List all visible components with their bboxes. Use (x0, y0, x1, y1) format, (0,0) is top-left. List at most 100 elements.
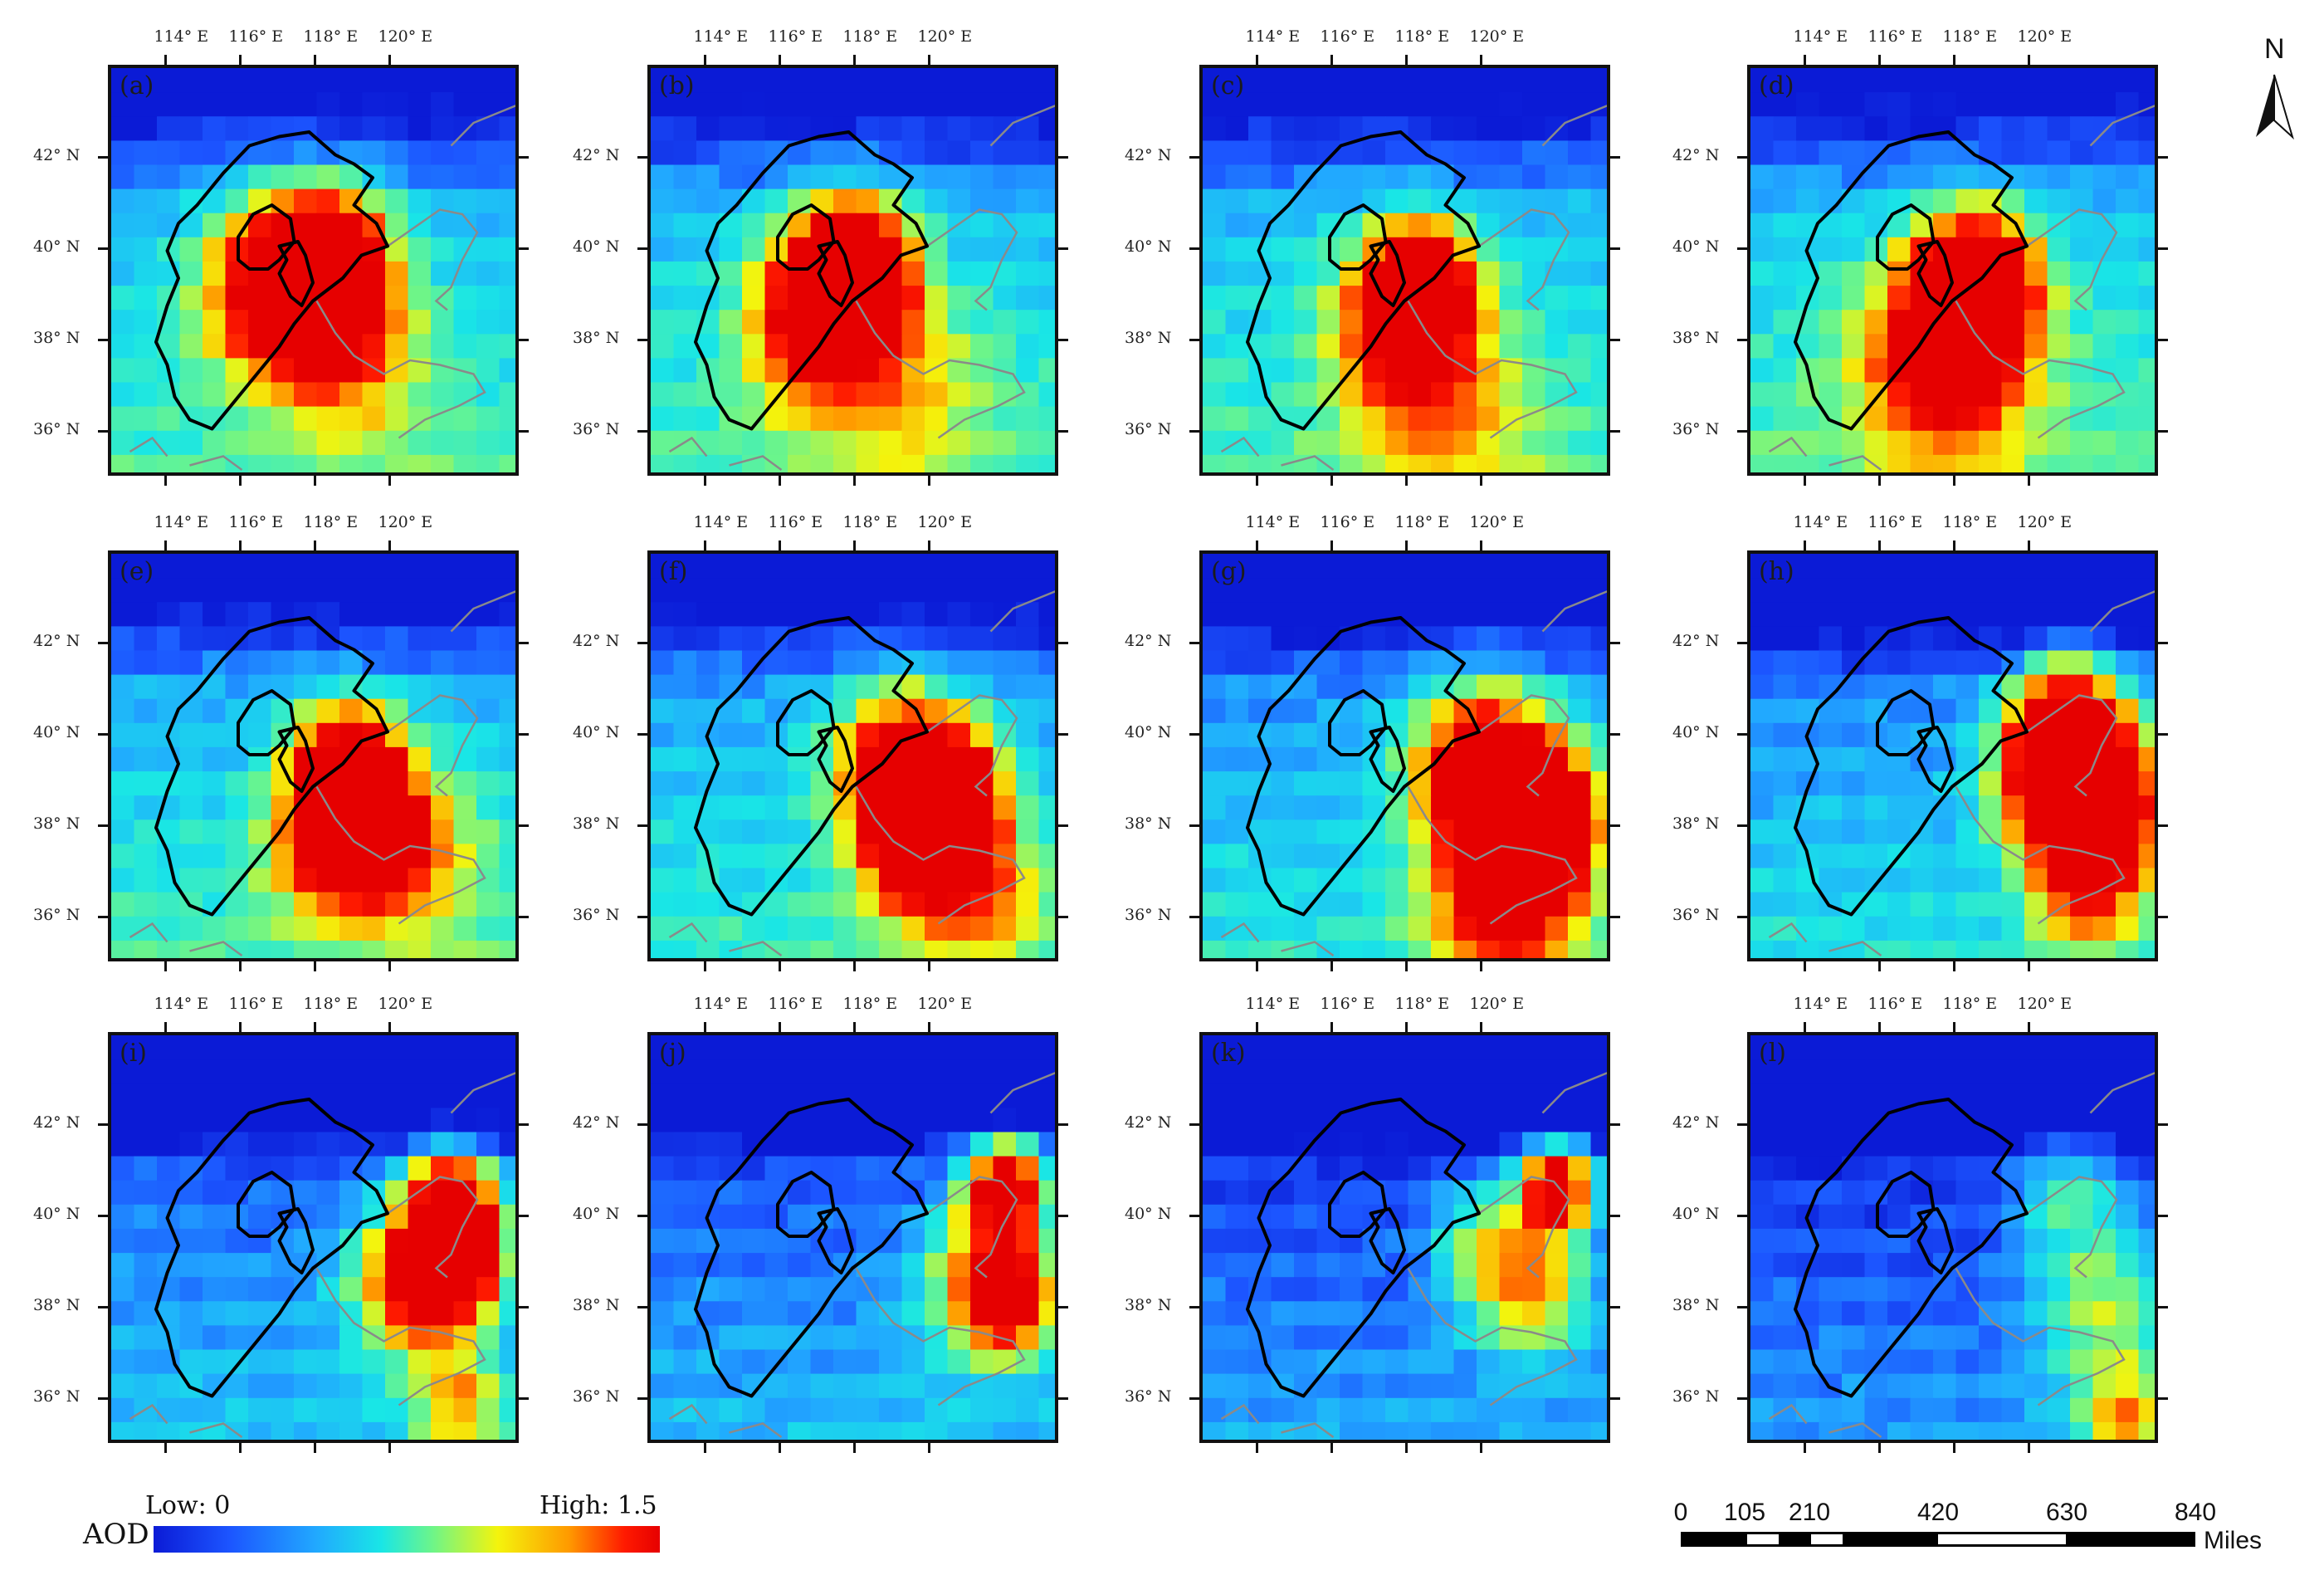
latitude-tick-label: 42° N (1672, 146, 1720, 164)
coastline (1955, 300, 2126, 439)
longitude-tick (1404, 476, 1408, 486)
map-panel: 114° E 116° E 118° E 120° E 42° N 40° N 38° N 3… (573, 513, 1068, 971)
longitude-tick-label: 114° E (1245, 27, 1301, 46)
hebei-boundary (694, 1098, 929, 1398)
longitude-tick (1255, 961, 1258, 971)
longitude-tick (778, 1022, 781, 1032)
aod-map-svg (111, 1035, 515, 1440)
longitude-tick-label: 120° E (2017, 27, 2073, 46)
latitude-tick-label: 42° N (1125, 146, 1172, 164)
latitude-tick-label: 38° N (1672, 329, 1720, 347)
longitude-tick (1330, 476, 1333, 486)
latitude-tick (2158, 642, 2168, 644)
longitude-tick-label: 120° E (378, 513, 433, 531)
legend-high-label: High: 1.5 (540, 1491, 657, 1520)
longitude-tick-label: 114° E (1793, 995, 1848, 1013)
longitude-tick-label: 118° E (842, 513, 898, 531)
panel-label: (a) (120, 71, 154, 100)
coastline (315, 785, 486, 925)
longitude-tick (1803, 961, 1806, 971)
longitude-tick-label: 114° E (1245, 995, 1301, 1013)
aod-map-frame: (i) (108, 1032, 519, 1443)
coastline (450, 590, 515, 633)
longitude-tick (927, 1443, 930, 1453)
latitude-tick (1737, 1397, 1747, 1400)
longitude-tick-label: 116° E (768, 995, 823, 1013)
latitude-tick-label: 40° N (573, 1205, 620, 1223)
longitude-tick (852, 1443, 856, 1453)
longitude-tick (1877, 1443, 1881, 1453)
latitude-tick (1737, 1306, 1747, 1308)
longitude-tick-label: 120° E (378, 995, 433, 1013)
hebei-boundary (694, 130, 929, 431)
coastline (1828, 455, 1882, 472)
map-panel: 114° E 116° E 118° E 120° E 42° N 40° N 38° N 3… (573, 995, 1068, 1453)
coastline (1478, 1176, 1570, 1279)
longitude-tick (927, 476, 930, 486)
latitude-tick-label: 36° N (1125, 906, 1172, 924)
aod-legend: AOD Low: 0 High: 1.5 (75, 1491, 706, 1561)
longitude-tick (164, 540, 167, 550)
longitude-tick-label: 118° E (842, 995, 898, 1013)
longitude-tick (1479, 1443, 1482, 1453)
longitude-tick-label: 114° E (1245, 513, 1301, 531)
latitude-tick-label: 40° N (573, 723, 620, 741)
latitude-tick (1058, 156, 1068, 159)
latitude-tick (519, 1306, 529, 1308)
coastline (855, 300, 1026, 439)
longitude-tick (238, 476, 242, 486)
longitude-tick (1803, 55, 1806, 65)
coastline (387, 1176, 479, 1279)
longitude-tick (238, 1443, 242, 1453)
longitude-tick-label: 114° E (1793, 513, 1848, 531)
longitude-tick-label: 114° E (1793, 27, 1848, 46)
longitude-tick (778, 540, 781, 550)
beijing-boundary (776, 689, 836, 756)
latitude-tick (637, 824, 647, 827)
longitude-tick-label: 116° E (768, 513, 823, 531)
panel-label: (j) (659, 1039, 686, 1068)
longitude-tick (388, 1022, 391, 1032)
longitude-tick (1479, 961, 1482, 971)
latitude-tick (1058, 916, 1068, 918)
tianjin-boundary (817, 1207, 854, 1274)
latitude-tick-label: 36° N (1672, 420, 1720, 438)
latitude-tick (1610, 430, 1620, 433)
coastline (387, 208, 479, 311)
longitude-tick (1404, 55, 1408, 65)
coastline (1541, 590, 1607, 633)
latitude-tick (1610, 642, 1620, 644)
legend-low-label: Low: 0 (145, 1491, 231, 1520)
longitude-tick (1404, 1022, 1408, 1032)
longitude-tick (927, 55, 930, 65)
latitude-tick-label: 38° N (573, 1296, 620, 1314)
latitude-tick (2158, 156, 2168, 159)
hebei-boundary (1794, 130, 2029, 431)
longitude-tick-label: 114° E (693, 995, 749, 1013)
tianjin-boundary (817, 240, 854, 307)
aod-map-frame: (c) (1199, 65, 1610, 476)
beijing-boundary (1328, 689, 1388, 756)
latitude-tick-label: 38° N (1672, 814, 1720, 833)
coastline (668, 1403, 708, 1425)
panel-label: (k) (1211, 1039, 1246, 1068)
coastline (989, 1072, 1055, 1114)
latitude-tick (637, 247, 647, 250)
latitude-tick-label: 36° N (573, 1387, 620, 1406)
coastline (1955, 785, 2126, 925)
scale-tick-label: 420 (1916, 1499, 1960, 1526)
coastline (1220, 436, 1260, 457)
longitude-tick (388, 476, 391, 486)
longitude-tick (1952, 476, 1955, 486)
panel-label: (h) (1759, 557, 1794, 586)
coastline (855, 785, 1026, 925)
longitude-tick (388, 1443, 391, 1453)
longitude-tick (1404, 1443, 1408, 1453)
coastline (1281, 941, 1335, 957)
coastline (189, 455, 243, 472)
latitude-tick (637, 733, 647, 736)
beijing-boundary (1876, 203, 1936, 271)
coastline (1281, 455, 1335, 472)
longitude-tick (1952, 961, 1955, 971)
latitude-tick (1189, 642, 1199, 644)
